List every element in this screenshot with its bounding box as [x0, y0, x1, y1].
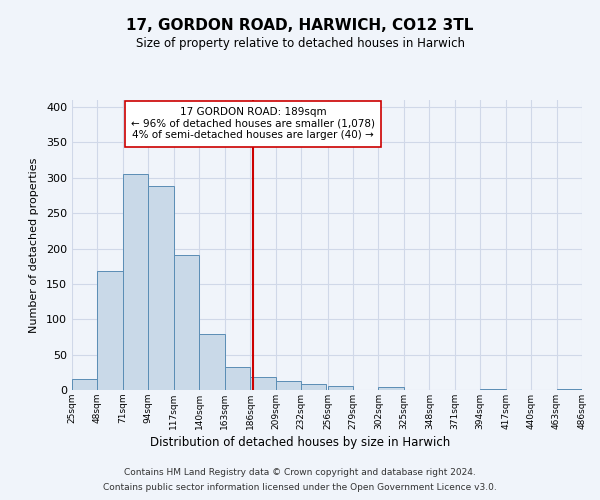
Bar: [250, 376, 275, 390]
Text: 17 GORDON ROAD: 189sqm
← 96% of detached houses are smaller (1,078)
4% of semi-d: 17 GORDON ROAD: 189sqm ← 96% of detached…: [131, 108, 375, 140]
Bar: [72, 378, 97, 390]
Bar: [480, 388, 506, 390]
Text: Contains HM Land Registry data © Crown copyright and database right 2024.: Contains HM Land Registry data © Crown c…: [124, 468, 476, 477]
Bar: [199, 334, 224, 390]
Text: Distribution of detached houses by size in Harwich: Distribution of detached houses by size …: [150, 436, 450, 449]
Bar: [148, 186, 174, 390]
Bar: [224, 366, 250, 390]
Text: 17, GORDON ROAD, HARWICH, CO12 3TL: 17, GORDON ROAD, HARWICH, CO12 3TL: [127, 18, 473, 32]
Text: Size of property relative to detached houses in Harwich: Size of property relative to detached ho…: [136, 38, 464, 51]
Bar: [301, 384, 326, 390]
Bar: [328, 386, 353, 390]
Bar: [379, 387, 404, 390]
Bar: [174, 255, 199, 390]
Text: Contains public sector information licensed under the Open Government Licence v3: Contains public sector information licen…: [103, 483, 497, 492]
Bar: [123, 174, 148, 390]
Bar: [275, 381, 301, 390]
Bar: [97, 271, 123, 390]
Bar: [557, 388, 582, 390]
Y-axis label: Number of detached properties: Number of detached properties: [29, 158, 39, 332]
